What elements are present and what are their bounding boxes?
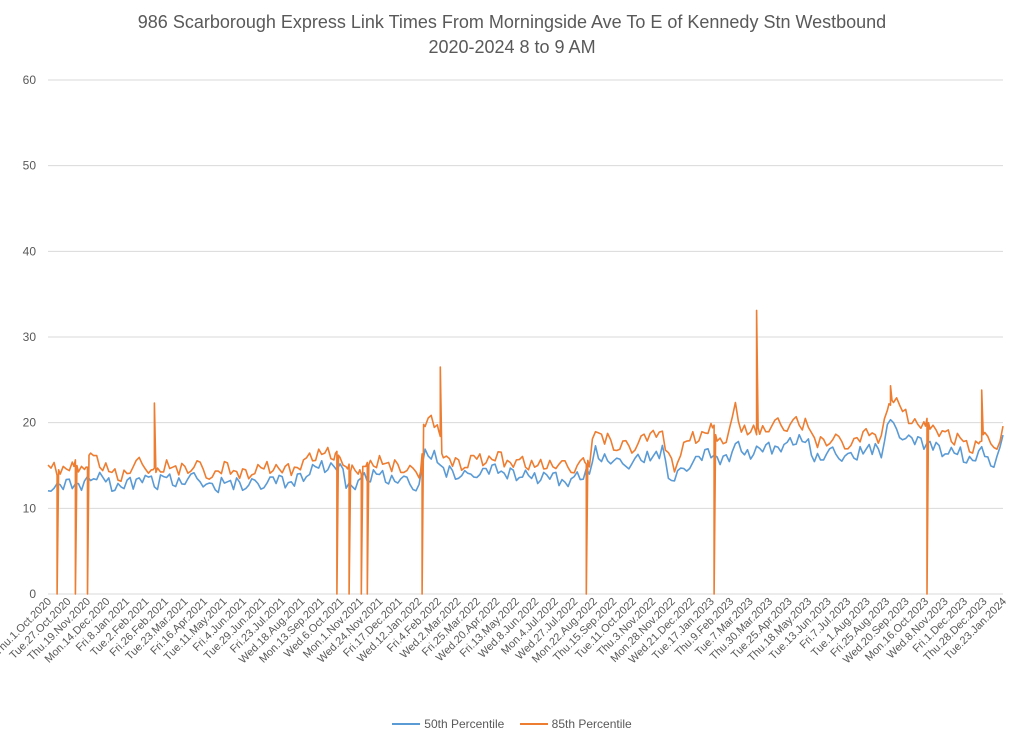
legend-item-85th: 85th Percentile [519,717,632,731]
legend-label-85th: 85th Percentile [551,717,632,731]
y-tick-label: 10 [23,501,37,515]
legend-swatch-50th [392,723,421,725]
y-tick-label: 50 [23,159,37,173]
legend: 50th Percentile 85th Percentile [0,714,1024,731]
legend-label-50th: 50th Percentile [424,717,505,731]
y-axis-ticks: 0 10 20 30 40 50 60 [23,73,37,601]
y-tick-label: 40 [23,244,37,258]
chart-title: 986 Scarborough Express Link Times From … [137,12,887,32]
legend-item-50th: 50th Percentile [392,717,504,731]
y-tick-label: 60 [23,73,37,87]
y-tick-label: 20 [23,416,37,430]
series-line-85th-percentile [47,309,1004,595]
x-axis-ticks: Thu.1.Oct.2020Tue.27.Oct.2020Thu.19.Nov.… [0,596,1009,667]
y-tick-label: 0 [29,587,36,601]
series-line-50th-percentile [47,418,1004,494]
series-lines [47,309,1004,595]
legend-swatch-85th [519,723,548,725]
y-tick-label: 30 [23,330,37,344]
chart-subtitle: 2020-2024 8 to 9 AM [428,37,596,57]
gridlines [48,79,1003,595]
